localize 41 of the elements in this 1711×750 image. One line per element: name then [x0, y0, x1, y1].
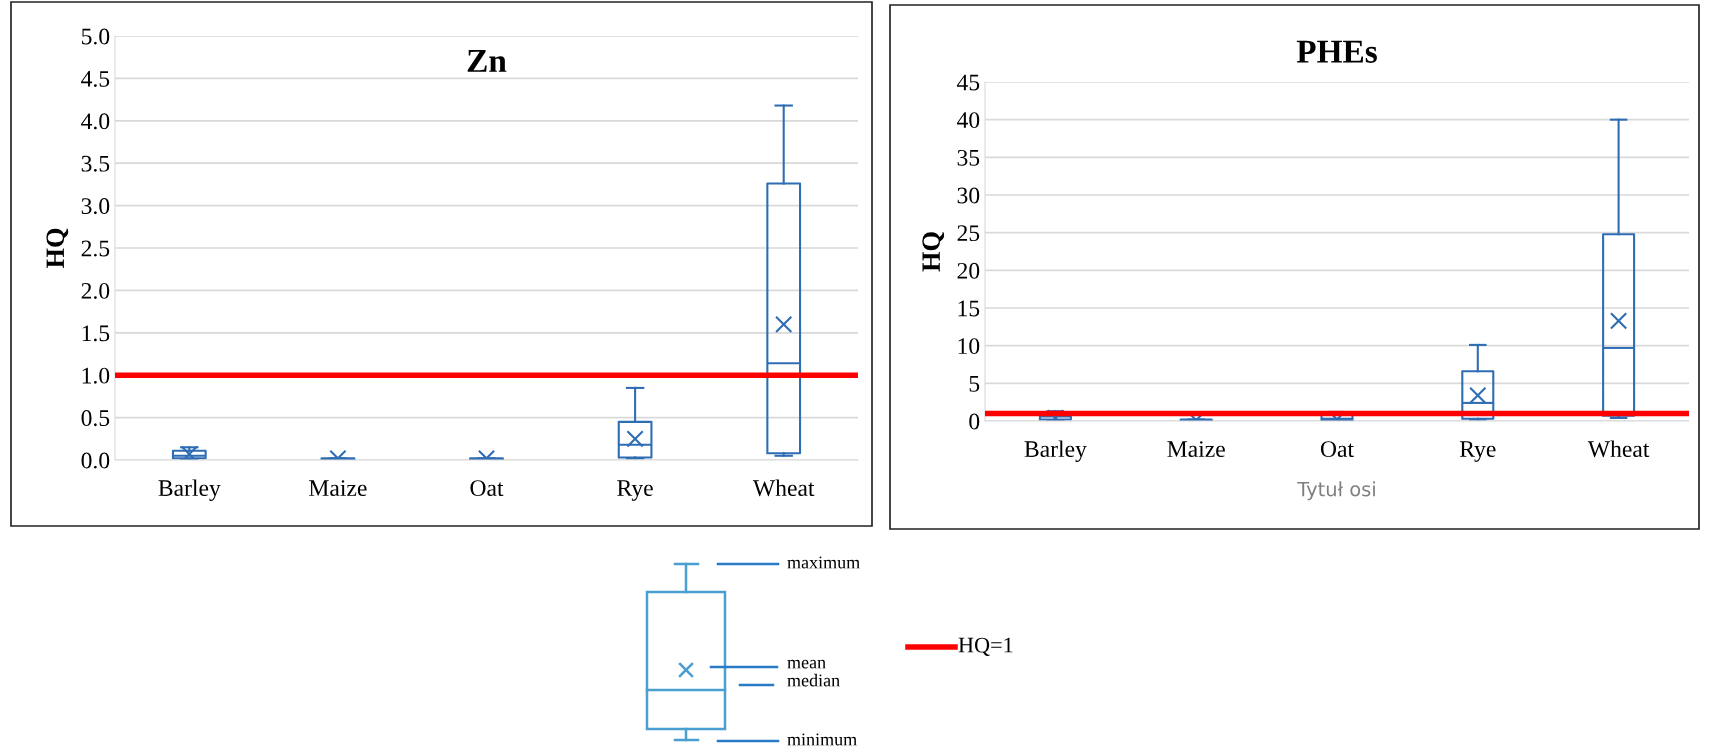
x-tick-label: Wheat [1587, 440, 1650, 458]
y-tick-label: 3.0 [81, 198, 110, 215]
y-tick-label: 25 [957, 225, 980, 242]
y-tick-label: 10 [958, 338, 980, 355]
y-tick-label: 0 [969, 413, 980, 430]
y-tick-label: 40 [956, 112, 980, 129]
y-tick-label: 35 [957, 149, 980, 166]
x-tick-label: Maize [1167, 441, 1225, 458]
y-tick-label: 1.0 [82, 367, 110, 384]
y-tick-label: 30 [957, 187, 980, 204]
y-axis-title: HQ [922, 232, 945, 272]
y-tick-label: 4.0 [81, 113, 110, 130]
y-tick-label: 20 [957, 262, 980, 279]
y-tick-label: 0.5 [81, 410, 110, 427]
y-tick-label: 4.5 [81, 71, 110, 87]
text: mean [787, 659, 826, 669]
y-tick-label: 15 [958, 300, 980, 317]
x-tick-label: Rye [617, 480, 653, 501]
y-axis-title: HQ [46, 228, 69, 269]
y-tick-label: 45 [956, 74, 980, 91]
x-tick-label: Rye [1459, 441, 1496, 462]
y-tick-label: 5 [969, 376, 980, 392]
x-tick-label: Wheat [752, 479, 815, 497]
y-tick-label: 1.5 [82, 325, 110, 342]
x-tick-label: Maize [309, 480, 367, 497]
y-tick-label: 5.0 [82, 28, 110, 45]
x-tick-label: Barley [1024, 440, 1087, 462]
x-axis-title: Tytuł osi [1297, 481, 1375, 501]
text: maximum [787, 556, 860, 569]
y-tick-label: 2.5 [81, 240, 110, 257]
x-tick-label: Oat [1320, 441, 1354, 458]
y-tick-label: 3.5 [81, 155, 110, 172]
text: median [787, 673, 840, 687]
y-tick-label: 0.0 [81, 452, 110, 469]
legend-label: HQ=1 [958, 637, 1013, 656]
x-tick-label: Oat [470, 480, 504, 497]
y-tick-label: 2.0 [81, 282, 110, 299]
x-tick-label: Barley [158, 479, 221, 501]
chart-title: PHEs [1296, 40, 1377, 63]
text: minimum [787, 733, 857, 746]
chart-title: Zn [467, 50, 507, 72]
